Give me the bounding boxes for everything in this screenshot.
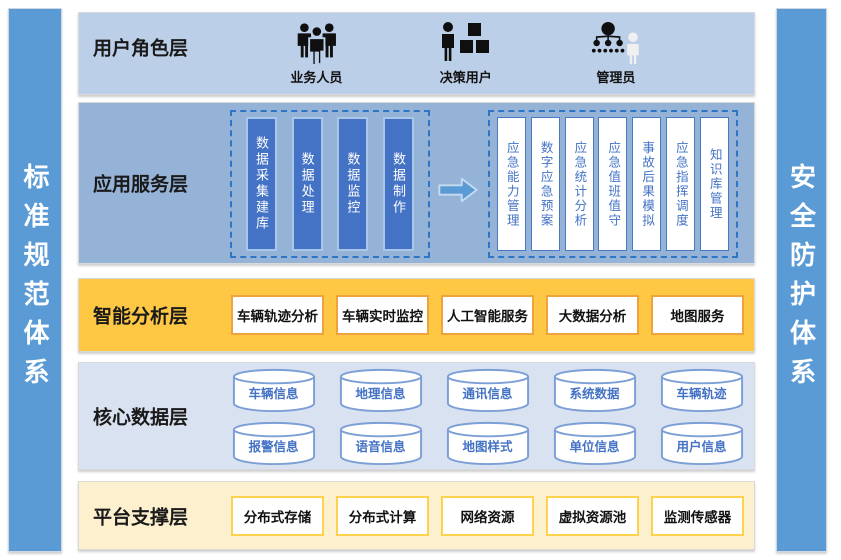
emergency-app-label: 应急值班值守	[606, 140, 621, 228]
layer-platform-support: 平台支撑层 分布式存储 分布式计算 网络资源 虚拟资源池 监测传感器	[78, 481, 755, 550]
cylinder-label: 车辆轨迹	[676, 386, 727, 401]
left-system-bar-label: 标准规范体系	[20, 163, 50, 397]
emergency-apps-group: 应急能力管理 数字应急预案 应急统计分析 应急值班值守 事故后果模拟 应急指挥调…	[488, 110, 738, 258]
cylinder-icon	[339, 368, 422, 412]
emergency-app-bar: 应急能力管理	[497, 117, 526, 251]
database-cylinder: 用户信息	[659, 420, 745, 466]
right-arrow-icon	[438, 177, 478, 203]
cylinder-icon	[553, 368, 636, 412]
database-grid: 车辆信息 地理信息 通讯信息 系统数据	[231, 363, 744, 469]
cylinder-label: 单位信息	[569, 439, 620, 454]
emergency-app-bar: 应急指挥调度	[666, 117, 696, 251]
org-hierarchy-icon	[591, 21, 639, 65]
layer-title-app-service: 应用服务层	[93, 174, 189, 196]
cylinder-icon	[446, 368, 529, 412]
cylinder-label: 报警信息	[248, 439, 299, 454]
role-administrator: 管理员	[589, 21, 643, 86]
right-system-bar-label: 安全防护体系	[786, 163, 817, 397]
role-label: 管理员	[596, 70, 636, 85]
database-cylinder: 语音信息	[338, 420, 424, 466]
role-decision-users: 决策用户	[439, 21, 493, 86]
emergency-app-label: 知识库管理	[707, 147, 722, 221]
cylinder-icon	[553, 421, 636, 465]
pipeline-bar-label: 数据采集建库	[254, 136, 269, 232]
resource-box: 分布式计算	[336, 495, 429, 536]
person-with-blocks-icon	[441, 22, 489, 61]
cylinder-icon	[660, 421, 743, 465]
database-row: 报警信息 语音信息 地图样式 单位信息	[231, 420, 745, 466]
analysis-services-row: 车辆轨迹分析 车辆实时监控 人工智能服务 大数据分析 地图服务	[231, 279, 744, 351]
cylinder-icon	[446, 421, 529, 465]
emergency-app-bar: 应急统计分析	[564, 117, 594, 251]
analysis-service-box: 大数据分析	[546, 295, 639, 335]
cylinder-icon	[339, 421, 422, 465]
analysis-service-box: 地图服务	[651, 295, 744, 335]
emergency-app-label: 应急能力管理	[504, 140, 519, 228]
layer-title-platform-support: 平台支撑层	[93, 507, 189, 528]
pipeline-bar-label: 数据监控	[345, 152, 361, 216]
layer-core-data: 核心数据层 车辆信息 地理信息 通讯信息	[78, 362, 755, 470]
cylinder-label: 地图样式	[462, 439, 513, 454]
pipeline-bar: 数据采集建库	[246, 117, 277, 251]
cylinder-icon	[232, 421, 315, 465]
role-label: 业务人员	[290, 70, 343, 85]
resource-box: 监测传感器	[651, 495, 744, 536]
left-system-bar: 标准规范体系	[8, 8, 62, 552]
platform-resources-row: 分布式存储 分布式计算 网络资源 虚拟资源池 监测传感器	[231, 482, 744, 549]
emergency-app-label: 事故后果模拟	[640, 140, 655, 228]
emergency-app-bar: 事故后果模拟	[632, 117, 662, 251]
emergency-app-bar: 应急值班值守	[598, 117, 628, 251]
analysis-service-box: 车辆轨迹分析	[231, 295, 324, 335]
people-group-icon	[297, 23, 336, 65]
pipeline-bar-label: 数据制作	[390, 152, 406, 216]
cylinder-label: 车辆信息	[248, 386, 299, 401]
layer-title-core-data: 核心数据层	[93, 407, 189, 429]
layer-stack: 用户角色层 业务人员	[78, 0, 755, 560]
cylinder-label: 系统数据	[569, 386, 620, 401]
database-cylinder: 通讯信息	[445, 367, 531, 413]
database-cylinder: 单位信息	[552, 420, 638, 466]
cylinder-label: 用户信息	[676, 439, 727, 454]
emergency-app-bar: 数字应急预案	[530, 117, 560, 251]
emergency-app-label: 应急指挥调度	[673, 140, 688, 228]
database-cylinder: 地理信息	[338, 367, 424, 413]
roles-row: 业务人员 决策用户	[194, 13, 739, 94]
cylinder-label: 语音信息	[355, 439, 406, 454]
pipeline-bar: 数据监控	[337, 117, 369, 251]
layer-title-user-role: 用户角色层	[93, 38, 189, 60]
database-cylinder: 地图样式	[445, 420, 531, 466]
role-business-staff: 业务人员	[290, 21, 342, 86]
cylinder-icon	[232, 368, 315, 412]
pipeline-bar: 数据处理	[291, 117, 323, 251]
layer-intelligent-analysis: 智能分析层 车辆轨迹分析 车辆实时监控 人工智能服务 大数据分析 地图服务	[78, 278, 755, 352]
resource-box: 虚拟资源池	[546, 495, 639, 536]
emergency-app-label: 应急统计分析	[572, 140, 587, 228]
resource-box: 网络资源	[441, 495, 534, 536]
layer-user-role: 用户角色层 业务人员	[78, 12, 755, 95]
cylinder-label: 地理信息	[355, 386, 406, 401]
database-cylinder: 车辆轨迹	[659, 367, 745, 413]
analysis-service-box: 人工智能服务	[441, 295, 534, 335]
data-pipeline-group: 数据采集建库 数据处理 数据监控 数据制作	[230, 110, 430, 258]
layer-title-intelligent-analysis: 智能分析层	[93, 306, 189, 328]
layer-app-service: 应用服务层 数据采集建库 数据处理 数据监控 数据制作 应急能力管理 数字应急预…	[78, 102, 755, 264]
resource-box: 分布式存储	[231, 495, 324, 536]
cylinder-icon	[660, 368, 743, 412]
right-system-bar: 安全防护体系	[776, 8, 827, 552]
pipeline-bar: 数据制作	[382, 117, 414, 251]
database-row: 车辆信息 地理信息 通讯信息 系统数据	[231, 367, 745, 413]
pipeline-bar-label: 数据处理	[299, 152, 315, 216]
database-cylinder: 车辆信息	[231, 367, 317, 413]
emergency-app-bar: 知识库管理	[699, 117, 729, 251]
database-cylinder: 系统数据	[552, 367, 638, 413]
role-label: 决策用户	[439, 70, 492, 85]
cylinder-label: 通讯信息	[462, 386, 513, 401]
database-cylinder: 报警信息	[231, 420, 317, 466]
analysis-service-box: 车辆实时监控	[336, 295, 429, 335]
emergency-app-label: 数字应急预案	[538, 140, 553, 228]
